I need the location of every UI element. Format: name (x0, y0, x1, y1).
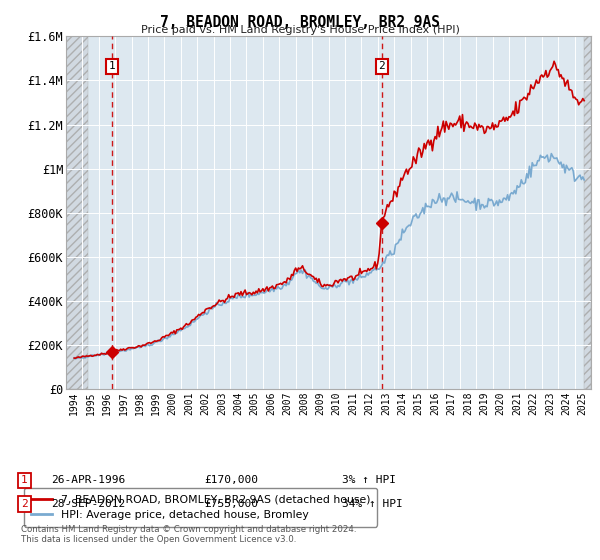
Text: 2: 2 (21, 499, 28, 509)
Bar (584, 36, 591, 389)
Bar (66, 36, 88, 389)
Text: 3% ↑ HPI: 3% ↑ HPI (342, 475, 396, 486)
Text: Contains HM Land Registry data © Crown copyright and database right 2024.
This d: Contains HM Land Registry data © Crown c… (21, 525, 356, 544)
Text: 34% ↑ HPI: 34% ↑ HPI (342, 499, 403, 509)
Text: 1: 1 (21, 475, 28, 486)
Text: 7, BEADON ROAD, BROMLEY, BR2 9AS: 7, BEADON ROAD, BROMLEY, BR2 9AS (160, 15, 440, 30)
Text: £755,000: £755,000 (204, 499, 258, 509)
Text: £170,000: £170,000 (204, 475, 258, 486)
Text: 26-APR-1996: 26-APR-1996 (51, 475, 125, 486)
Legend: 7, BEADON ROAD, BROMLEY, BR2 9AS (detached house), HPI: Average price, detached : 7, BEADON ROAD, BROMLEY, BR2 9AS (detach… (24, 488, 377, 526)
Text: 1: 1 (109, 62, 116, 71)
Text: 2: 2 (379, 62, 385, 71)
Text: 28-SEP-2012: 28-SEP-2012 (51, 499, 125, 509)
Text: Price paid vs. HM Land Registry's House Price Index (HPI): Price paid vs. HM Land Registry's House … (140, 25, 460, 35)
